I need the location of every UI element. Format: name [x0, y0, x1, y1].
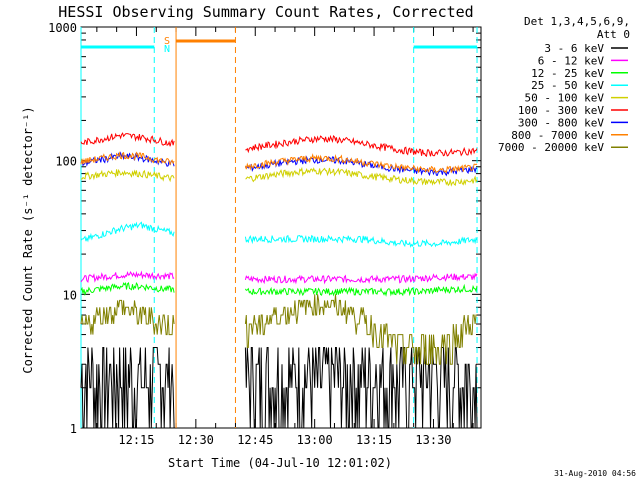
chart-title: HESSI Observing Summary Count Rates, Cor…: [58, 3, 473, 21]
series-line-2: [244, 283, 478, 297]
legend-label: 300 - 800 keV: [518, 116, 604, 129]
series-line-7: [244, 153, 478, 175]
series-line-1: [244, 272, 478, 285]
y-tick-label: 1: [70, 422, 77, 436]
y-tick-label: 10: [63, 288, 77, 302]
legend-label: 12 - 25 keV: [531, 67, 604, 80]
y-tick-label: 1000: [48, 21, 77, 35]
x-tick-label: 12:15: [118, 433, 154, 447]
series-line-5: [245, 134, 478, 157]
legend-label: 25 - 50 keV: [531, 79, 604, 92]
series-line-0: [244, 347, 478, 429]
x-tick-label: 13:15: [356, 433, 392, 447]
series-line-4: [245, 166, 478, 187]
x-tick-label: 13:30: [415, 433, 451, 447]
legend-header-detectors: Det 1,3,4,5,6,9,: [524, 15, 630, 28]
series-line-3: [244, 234, 478, 248]
x-axis-label: Start Time (04-Jul-10 12:01:02): [168, 456, 392, 470]
legend-label: 100 - 300 keV: [518, 104, 604, 117]
legend-label: 6 - 12 keV: [538, 54, 605, 67]
plot-area: 1 10 100 1000 12:15 12:30 12:45 13:00 13:15 13:30…: [48, 21, 482, 447]
night-flag-label: N: [164, 44, 170, 55]
series-line-8: [80, 299, 175, 336]
x-tick-label: 12:45: [237, 433, 273, 447]
series-line-2: [80, 282, 175, 297]
y-tick-label: 100: [55, 155, 77, 169]
legend-header-attenuator: Att 0: [597, 28, 630, 41]
y-axis-label: Corrected Count Rate (s⁻¹ detector⁻¹): [21, 106, 35, 373]
series-line-7: [80, 151, 175, 166]
x-tick-label: 12:30: [178, 433, 214, 447]
x-tick-label: 13:00: [297, 433, 333, 447]
series-line-4: [81, 168, 175, 183]
legend-label: 3 - 6 keV: [544, 42, 604, 55]
series-line-3: [80, 221, 175, 243]
generation-timestamp: 31-Aug-2010 04:56: [554, 469, 636, 478]
series-line-1: [80, 270, 175, 283]
legend-label: 7000 - 20000 keV: [498, 141, 604, 154]
series-line-8: [244, 294, 477, 365]
legend-label: 50 - 100 keV: [525, 92, 605, 105]
legend-label: 800 - 7000 keV: [511, 129, 604, 142]
saa-flag-label: S: [164, 36, 170, 47]
series-line-5: [80, 132, 175, 147]
series-line-0: [80, 347, 175, 429]
